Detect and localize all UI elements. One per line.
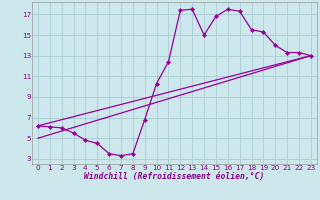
X-axis label: Windchill (Refroidissement éolien,°C): Windchill (Refroidissement éolien,°C)	[84, 172, 265, 181]
